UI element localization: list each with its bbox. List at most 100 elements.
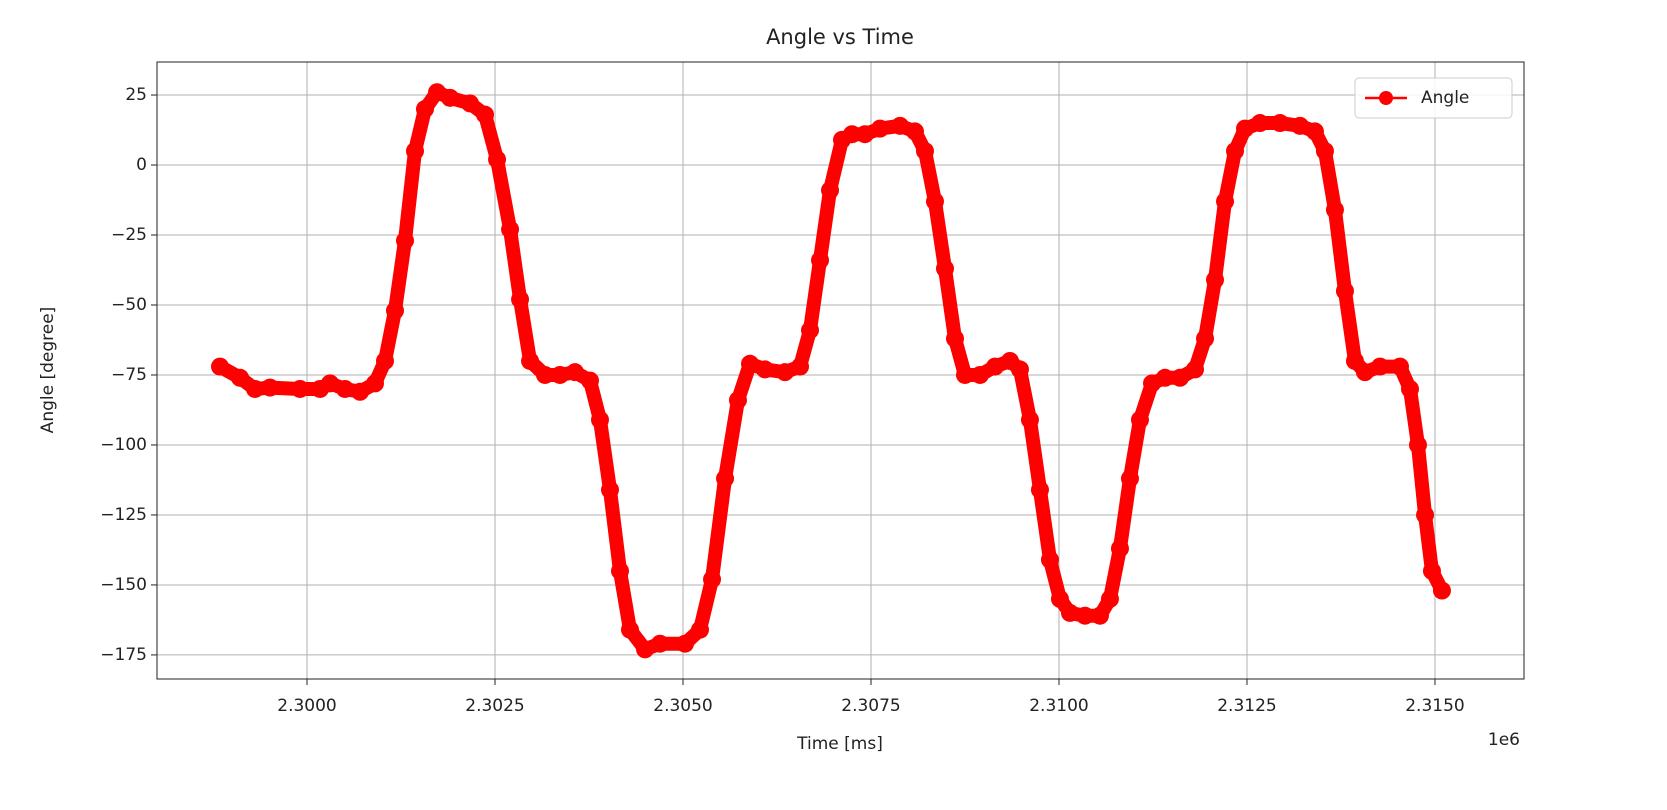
data-point	[385, 301, 404, 320]
y-tick-label: −75	[111, 365, 147, 385]
x-tick-label: 2.3000	[277, 696, 336, 716]
data-point	[1305, 122, 1324, 141]
data-point	[511, 290, 530, 309]
data-point	[461, 94, 480, 113]
data-point	[1325, 200, 1344, 219]
data-point	[1060, 603, 1079, 622]
data-point	[291, 379, 310, 398]
data-point	[1040, 550, 1059, 569]
legend-box	[1354, 77, 1513, 119]
data-point	[550, 365, 569, 384]
data-point	[1170, 368, 1189, 387]
data-point	[536, 365, 555, 384]
data-point	[1250, 114, 1269, 133]
data-point	[955, 365, 974, 384]
data-point	[1226, 142, 1245, 161]
data-point	[566, 363, 585, 382]
x-tick-label: 2.3025	[465, 696, 524, 716]
data-point	[1432, 581, 1451, 600]
data-point	[1206, 270, 1225, 289]
data-point	[1120, 469, 1139, 488]
y-tick-label: −25	[111, 225, 147, 245]
x-tick-label: 2.3075	[841, 696, 900, 716]
data-point	[488, 150, 507, 169]
data-point	[375, 351, 394, 370]
data-point	[211, 357, 230, 376]
data-point	[676, 634, 695, 653]
data-point	[620, 620, 639, 639]
data-point	[716, 469, 735, 488]
data-point	[925, 192, 944, 211]
data-point	[945, 329, 964, 348]
data-point	[1100, 589, 1119, 608]
legend-marker	[1379, 91, 1393, 105]
data-point	[1130, 410, 1149, 429]
data-point	[1408, 435, 1427, 454]
data-point	[821, 181, 840, 200]
data-point	[1050, 589, 1069, 608]
x-tick-label: 2.3125	[1217, 696, 1276, 716]
data-point	[741, 354, 760, 373]
chart-title: Angle vs Time	[766, 25, 914, 49]
data-point	[915, 142, 934, 161]
data-point	[755, 360, 774, 379]
data-point	[1216, 192, 1235, 211]
plot-frame	[156, 61, 1525, 680]
data-point	[1010, 360, 1029, 379]
data-point	[775, 363, 794, 382]
x-offset-label: 1e6	[1488, 730, 1520, 750]
data-point	[441, 88, 460, 107]
data-point	[1090, 606, 1109, 625]
data-point	[1186, 360, 1205, 379]
data-point	[405, 142, 424, 161]
data-point	[610, 561, 629, 580]
data-line	[216, 85, 1449, 657]
data-point	[1236, 119, 1255, 138]
data-point	[855, 125, 874, 144]
data-point	[1156, 368, 1175, 387]
y-tick-label: −125	[100, 505, 147, 525]
data-point	[728, 391, 747, 410]
y-tick-label: 0	[136, 155, 147, 175]
data-point	[580, 371, 599, 390]
data-point	[245, 379, 264, 398]
data-point	[416, 100, 435, 119]
data-point	[842, 125, 861, 144]
y-tick-label: −50	[111, 295, 147, 315]
y-tick-label: 25	[125, 85, 147, 105]
data-point	[1290, 116, 1309, 135]
y-tick-label: −150	[100, 575, 147, 595]
data-point	[791, 357, 810, 376]
data-point	[321, 374, 340, 393]
data-point	[365, 374, 384, 393]
data-point	[395, 231, 414, 250]
data-point	[1391, 357, 1410, 376]
data-point	[891, 116, 910, 135]
data-point	[231, 368, 250, 387]
y-axis-label: Angle [degree]	[38, 307, 58, 434]
data-point	[1370, 357, 1389, 376]
data-point	[335, 379, 354, 398]
x-axis-label: Time [ms]	[796, 734, 883, 754]
data-point	[600, 480, 619, 499]
data-point	[1110, 539, 1129, 558]
data-point	[871, 119, 890, 138]
x-tick-label: 2.3100	[1029, 696, 1088, 716]
y-tick-label: −175	[100, 645, 147, 665]
data-point	[1196, 329, 1215, 348]
data-point	[351, 382, 370, 401]
data-point	[636, 640, 655, 659]
data-point	[1315, 142, 1334, 161]
data-point	[1416, 505, 1435, 524]
data-point	[690, 620, 709, 639]
y-tick-label: −100	[100, 435, 147, 455]
data-point	[811, 251, 830, 270]
data-point	[1401, 379, 1420, 398]
data-point	[590, 410, 609, 429]
x-tick-label: 2.3150	[1405, 696, 1464, 716]
data-point	[1422, 561, 1441, 580]
data-point	[905, 122, 924, 141]
data-point	[935, 259, 954, 278]
data-point	[703, 570, 722, 589]
